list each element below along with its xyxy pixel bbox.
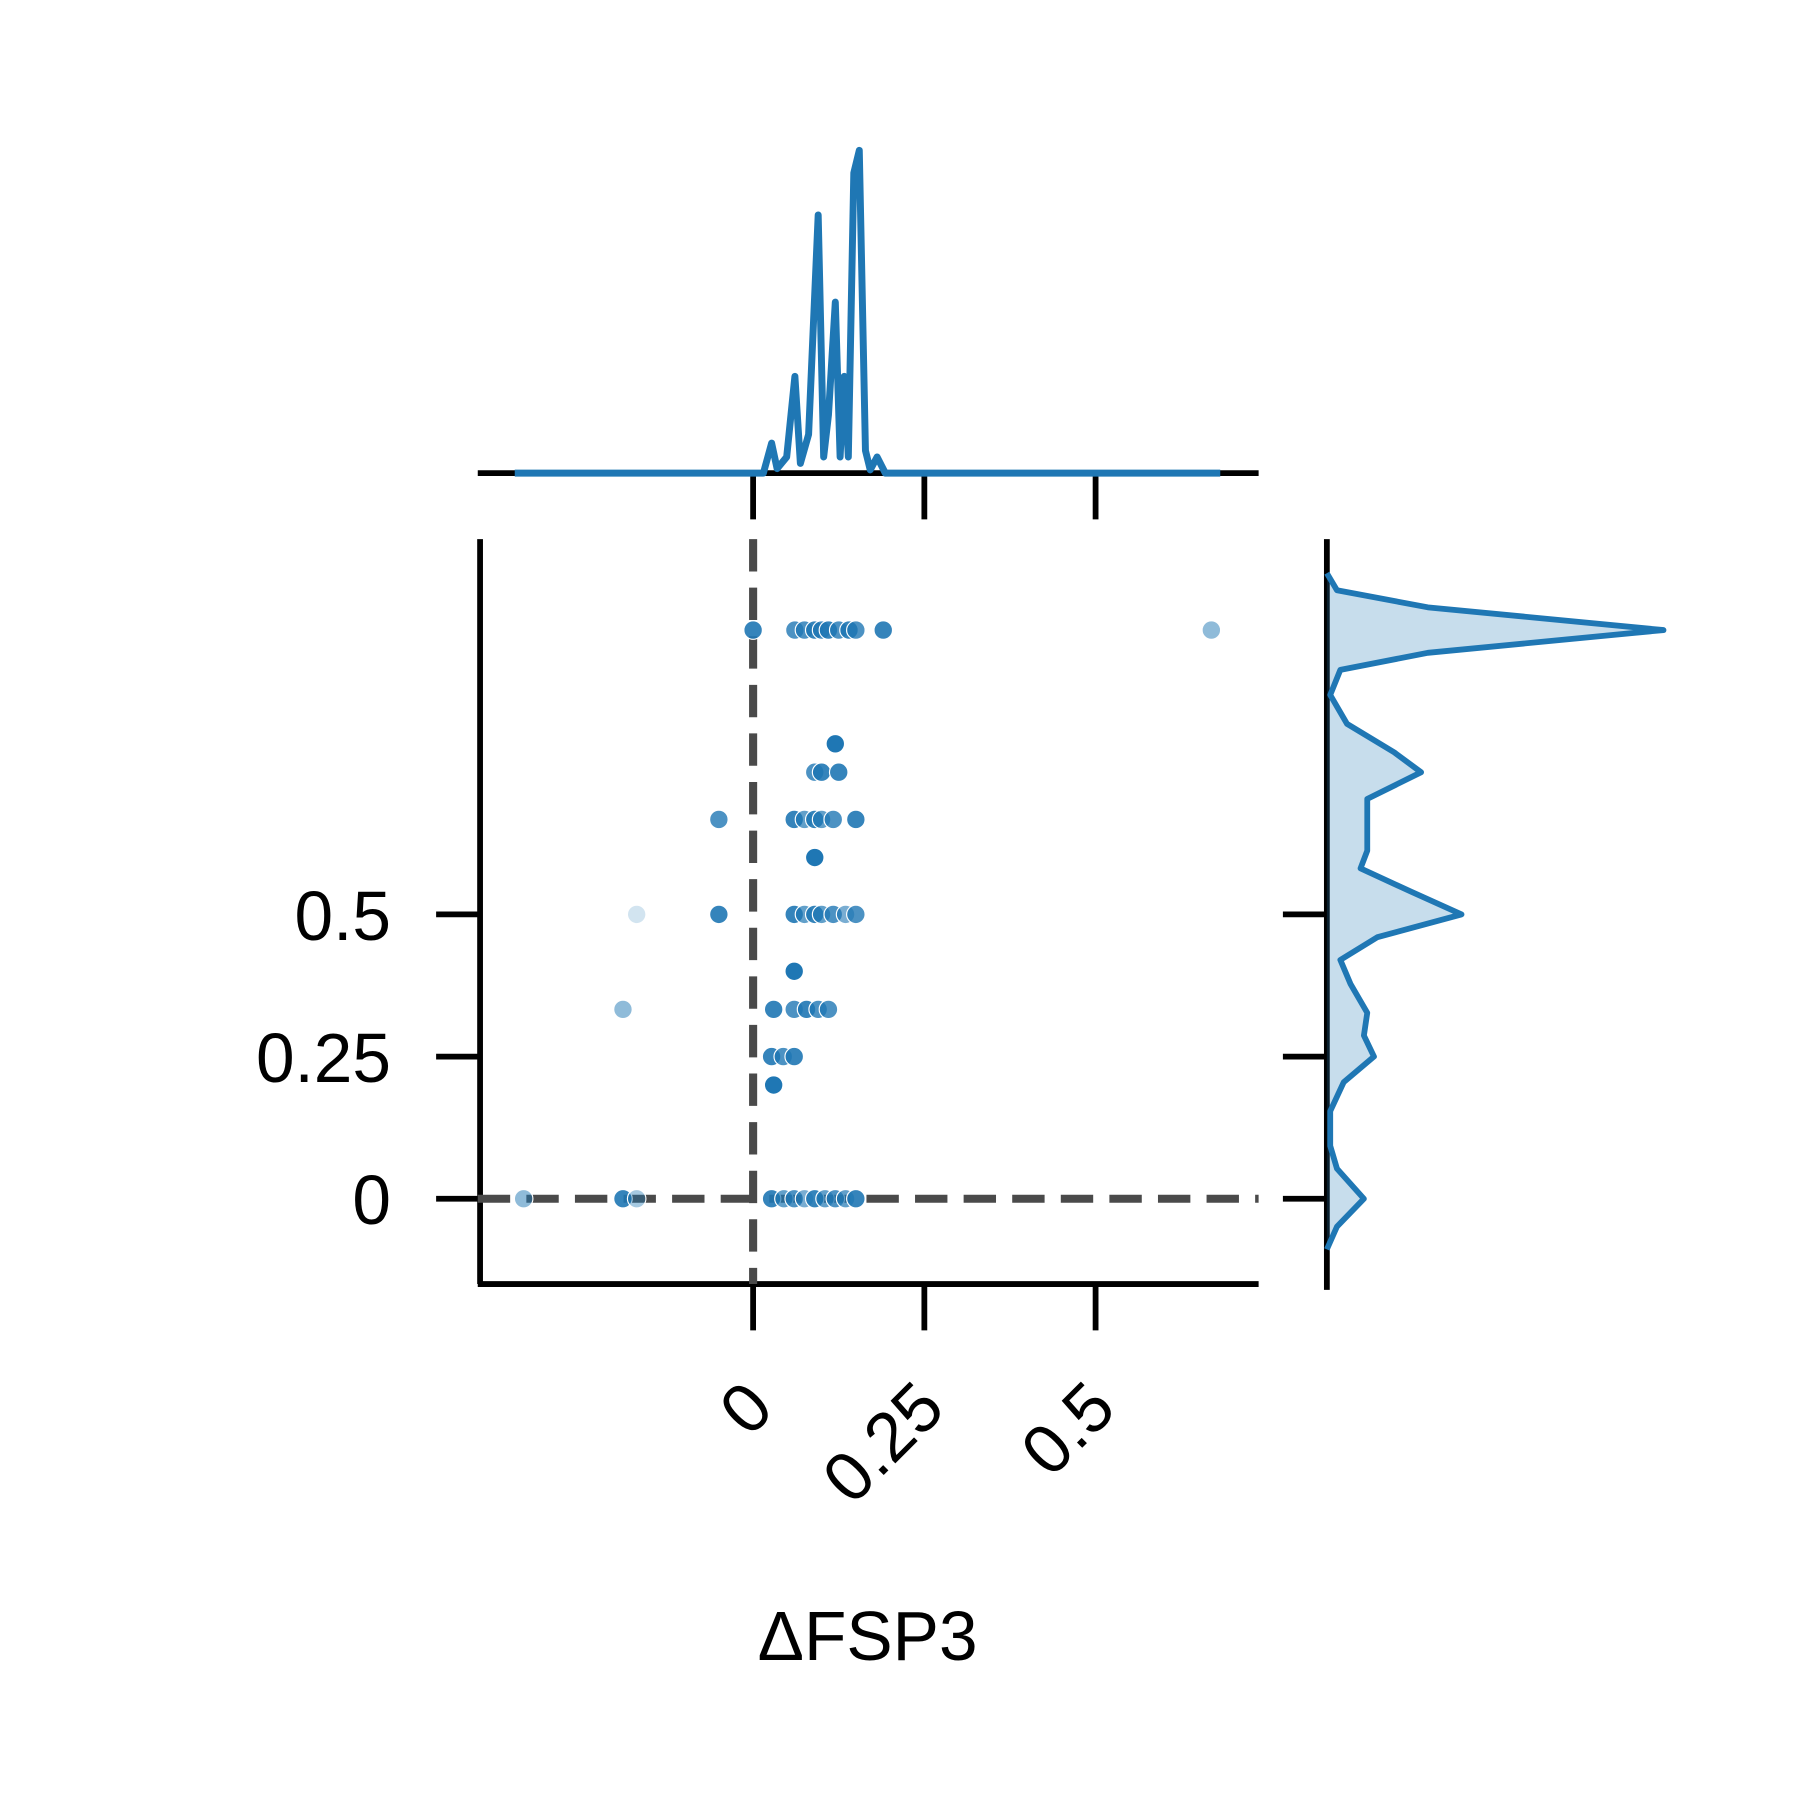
point: [1201, 620, 1222, 640]
point: [811, 762, 832, 783]
point: [709, 809, 729, 830]
marginal-y-kde: [1324, 571, 1667, 1251]
point: [613, 1188, 633, 1209]
point: [763, 1075, 784, 1095]
point: [825, 733, 846, 754]
y-tick-label: 0.25: [256, 1019, 391, 1097]
point: [846, 1188, 866, 1209]
y-tick-label: 0.5: [295, 877, 391, 955]
point: [846, 904, 866, 925]
point: [709, 904, 729, 925]
point: [743, 620, 763, 640]
point: [626, 1188, 647, 1209]
x-tick-label: 0.25: [807, 1367, 958, 1518]
point: [613, 999, 633, 1020]
point: [828, 762, 849, 783]
marginal-y-kde-fill: [1326, 573, 1664, 1250]
y-tick-label: 0: [352, 1161, 391, 1239]
marginal-x-kde: [514, 146, 1221, 477]
point: [846, 620, 866, 640]
point: [784, 961, 805, 982]
x-axis-label: ΔFSP3: [758, 1597, 978, 1675]
point: [823, 809, 844, 830]
point: [873, 620, 894, 640]
point: [818, 999, 839, 1020]
point: [513, 1188, 534, 1209]
point: [804, 847, 825, 868]
point: [763, 999, 784, 1020]
point: [784, 1046, 805, 1067]
point: [626, 904, 647, 925]
point: [846, 809, 866, 830]
x-tick-label: 0: [704, 1367, 786, 1449]
x-tick-label: 0.5: [1006, 1367, 1129, 1490]
